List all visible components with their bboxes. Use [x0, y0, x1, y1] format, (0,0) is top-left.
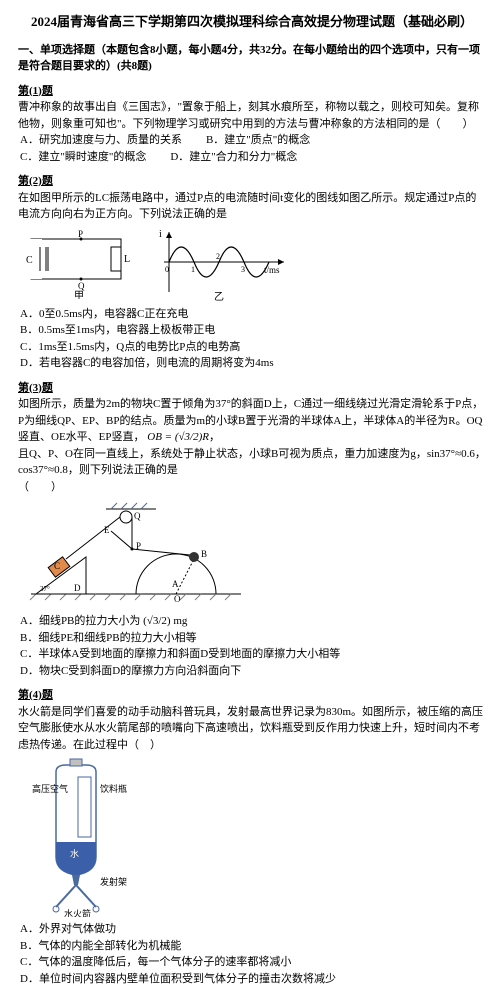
label-air: 高压空气 [32, 783, 68, 794]
q1-opt-c: C．建立"瞬时速度"的概念 [20, 149, 146, 166]
q3-formula: OB = (√3/2)R [147, 431, 209, 443]
q3-text-paren: （ ） [18, 479, 486, 496]
sine-wave-icon: i t/ms 0 1 2 3 乙 [154, 227, 294, 302]
q1-body: 曹冲称象的故事出自《三国志》，"置象于船上，刻其水痕所至，称物以载之，则校可知矣… [18, 99, 486, 132]
xtick-3: 3 [241, 265, 245, 274]
q1-opt-a: A．研究加速度与力、质量的关系 [20, 132, 182, 149]
q4-body: 水火箭是同学们喜爱的动手动脑科普玩具，发射最高世界记录为830m。如图所示，被压… [18, 704, 486, 754]
q1-options: A．研究加速度与力、质量的关系 B．建立"质点"的概念 C．建立"瞬时速度"的概… [20, 132, 486, 165]
label-jia: 甲 [74, 291, 84, 299]
q2-head: 第(2)题 [18, 173, 486, 190]
q4-opt-c: C．气体的温度降低后，每一个气体分子的速率都将减小 [20, 954, 486, 971]
q3-figure: C D 37° E Q P A O B [26, 499, 486, 609]
label-q3: Q [134, 511, 141, 521]
label-a3: A [172, 579, 179, 589]
q1-head: 第(1)题 [18, 83, 486, 100]
q3-body2: 且Q、P、O在同一直线上，系统处于静止状态，小球B可视为质点，重力加速度为g，s… [18, 446, 486, 479]
label-b3: B [201, 549, 207, 559]
q3-opt-d: D．物块C受到斜面D的摩擦力方向沿斜面向下 [20, 663, 486, 680]
q2-options: A．0至0.5ms内，电容器C正在充电 B．0.5ms至1ms内，电容器上极板带… [20, 306, 486, 372]
q4-opt-b: B．气体的内能全部转化为机械能 [20, 938, 486, 955]
xtick-2: 2 [216, 252, 220, 261]
label-ang: 37° [40, 585, 50, 593]
q3-opt-b: B．细线PE和细线PB的拉力大小相等 [20, 630, 486, 647]
label-c: C [26, 255, 33, 266]
label-o3: O [174, 594, 181, 604]
q3-opt-a: A．细线PB的拉力大小为 (√3/2) mg [20, 613, 486, 630]
label-water: 水 [70, 848, 79, 859]
q4-opt-a: A．外界对气体做功 [20, 921, 486, 938]
lc-circuit-icon: C P L Q 甲 [26, 229, 136, 299]
label-rocket: 水火箭 [64, 908, 91, 917]
label-launch: 发射架 [100, 876, 127, 887]
q2-opt-b: B．0.5ms至1ms内，电容器上极板带正电 [20, 322, 486, 339]
q2-opt-d: D．若电容器C的电容加倍，则电流的周期将变为4ms [20, 355, 486, 372]
page-title: 2024届青海省高三下学期第四次模拟理科综合高效提分物理试题（基础必刷） [18, 12, 486, 32]
xtick-0: 0 [165, 265, 169, 274]
xtick-1: 1 [191, 265, 195, 274]
label-d3: D [74, 583, 81, 593]
q4-options: A．外界对气体做功 B．气体的内能全部转化为机械能 C．气体的温度降低后，每一个… [20, 921, 486, 987]
q4-opt-d: D．单位时间内容器内壁单位面积受到气体分子的撞击次数将减少 [20, 971, 486, 988]
label-q: Q [78, 281, 85, 291]
label-e3: E [104, 525, 110, 535]
q1-opt-b: B．建立"质点"的概念 [206, 132, 310, 149]
q3-body1: 如图所示，质量为2m的物块C置于倾角为37°的斜面D上，C通过一细线绕过光滑定滑… [18, 396, 486, 446]
label-p: P [78, 229, 83, 239]
label-yi: 乙 [214, 291, 224, 302]
q2-body: 在如图甲所示的LC振荡电路中，通过P点的电流随时间t变化的图线如图乙所示。规定通… [18, 190, 486, 223]
q2-opt-a: A．0至0.5ms内，电容器C正在充电 [20, 306, 486, 323]
q3-head: 第(3)题 [18, 380, 486, 397]
q3-body1-text: 如图所示，质量为2m的物块C置于倾角为37°的斜面D上，C通过一细线绕过光滑定滑… [18, 398, 483, 443]
section-1-heading: 一、单项选择题（本题包含8小题，每小题4分，共32分。在每小题给出的四个选项中，… [18, 42, 486, 75]
q4-figure: 水 高压空气 饮料瓶 发射架 水火箭 [26, 757, 486, 917]
q3-options: A．细线PB的拉力大小为 (√3/2) mg B．细线PE和细线PB的拉力大小相… [20, 613, 486, 679]
label-bottle: 饮料瓶 [100, 783, 127, 794]
q2-figure: C P L Q 甲 i t/ms 0 1 2 3 乙 [26, 227, 486, 302]
q3-opt-c: C．半球体A受到地面的摩擦力和斜面D受到地面的摩擦力大小相等 [20, 646, 486, 663]
q4-head: 第(4)题 [18, 687, 486, 704]
label-l: L [124, 254, 130, 265]
axis-i: i [159, 229, 162, 240]
q2-opt-c: C．1ms至1.5ms内，Q点的电势比P点的电势高 [20, 339, 486, 356]
q1-opt-d: D．建立"合力和分力"概念 [170, 149, 297, 166]
label-c3: C [54, 561, 60, 571]
